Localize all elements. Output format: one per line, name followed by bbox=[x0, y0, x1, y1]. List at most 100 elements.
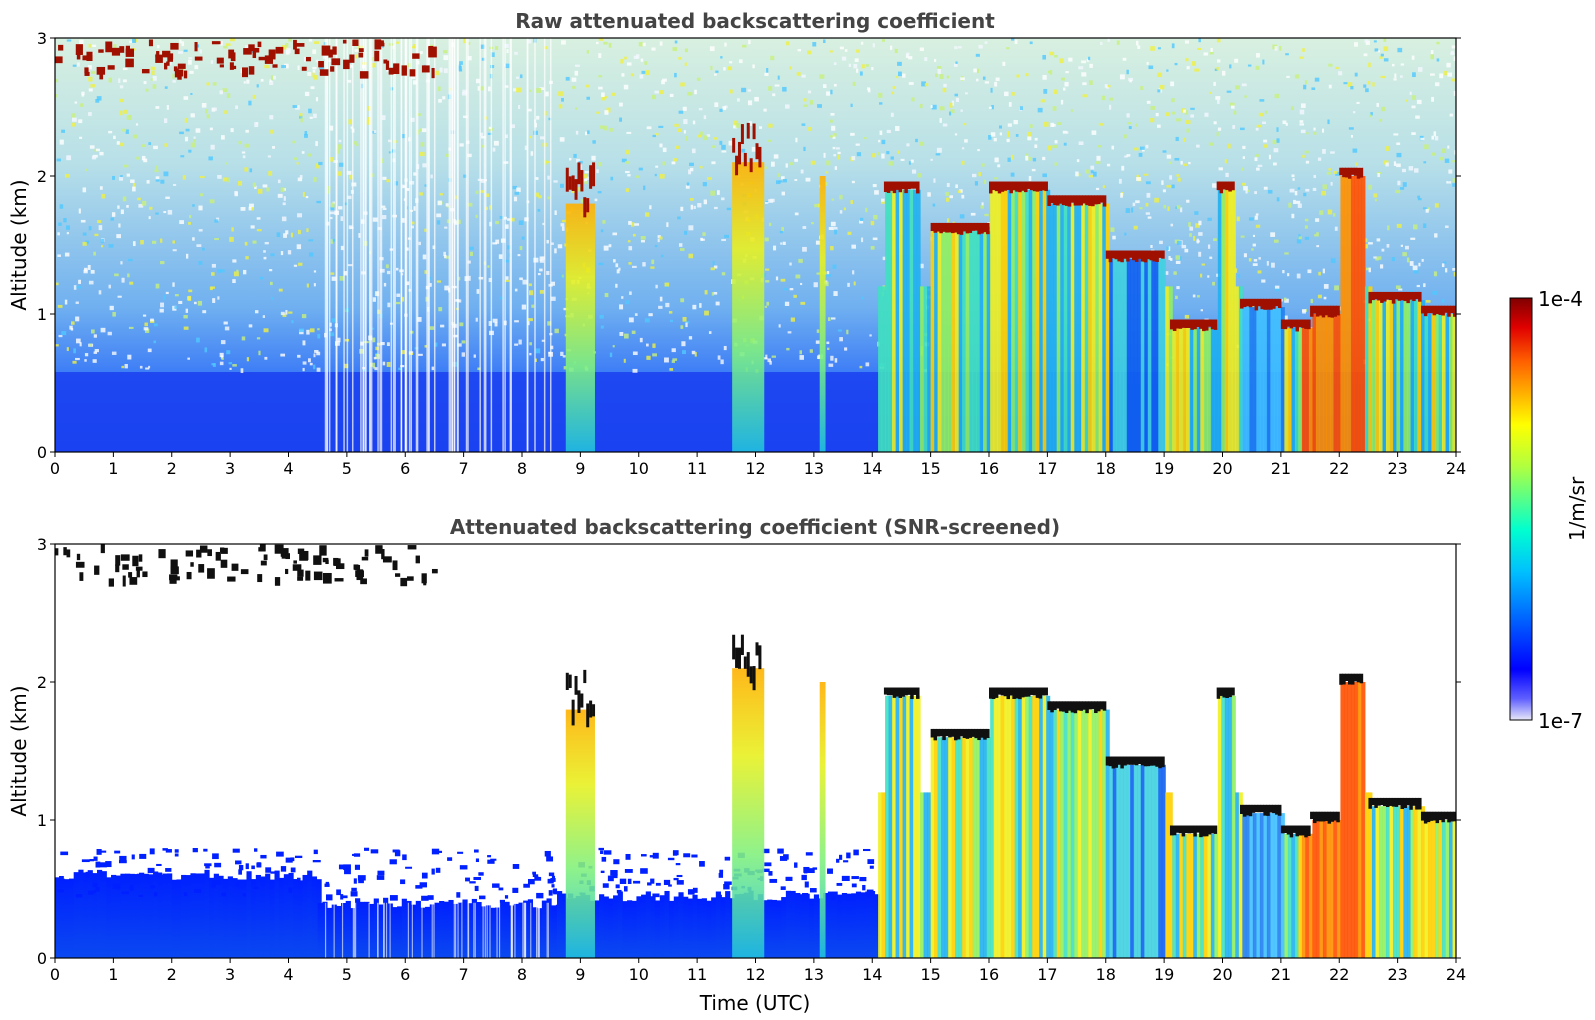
x-tick-label: 22 bbox=[1329, 965, 1349, 984]
noise-pixel bbox=[84, 267, 88, 272]
noise-pixel bbox=[1162, 189, 1166, 193]
cloud-slice bbox=[986, 737, 991, 958]
aerosol-slice bbox=[69, 878, 75, 958]
noise-pixel bbox=[306, 228, 309, 233]
noise-pixel bbox=[437, 86, 441, 92]
noise-pixel bbox=[975, 53, 980, 57]
noise-pixel bbox=[477, 367, 481, 371]
noise-pixel bbox=[528, 290, 534, 296]
noise-pixel bbox=[1179, 207, 1183, 213]
noise-pixel bbox=[1176, 205, 1181, 209]
noise-pixel bbox=[312, 72, 315, 78]
noise-pixel bbox=[126, 205, 129, 208]
noise-pixel bbox=[340, 245, 344, 251]
cirrus-pixel bbox=[318, 61, 324, 68]
cloud-slice bbox=[920, 286, 925, 452]
aerosol-speck bbox=[238, 865, 244, 871]
aerosol-speck bbox=[667, 857, 675, 861]
aerosol-speck bbox=[546, 856, 554, 862]
cloud-slice bbox=[1032, 695, 1037, 958]
noise-pixel bbox=[179, 220, 184, 225]
noise-pixel bbox=[424, 345, 428, 348]
cloud-base-pixel bbox=[1385, 797, 1390, 807]
cloud-slice bbox=[1354, 176, 1359, 452]
cirrus-pixel bbox=[272, 64, 278, 68]
cloud-base-pixel bbox=[1324, 305, 1329, 316]
noise-pixel bbox=[1052, 144, 1057, 149]
cloud-slice bbox=[1378, 300, 1383, 452]
cloud-base-pixel bbox=[1418, 797, 1422, 810]
aerosol-streak bbox=[421, 902, 423, 958]
aerosol-slice bbox=[232, 878, 238, 958]
cloud-slice bbox=[1329, 314, 1334, 452]
noise-pixel bbox=[1175, 260, 1181, 264]
noise-pixel bbox=[248, 206, 252, 211]
aerosol-streak bbox=[383, 902, 385, 958]
noise-pixel bbox=[1031, 168, 1036, 172]
cloud-base-pixel bbox=[1426, 811, 1431, 823]
cloud-slice bbox=[1186, 327, 1191, 452]
noise-pixel bbox=[436, 213, 442, 218]
noise-pixel bbox=[302, 191, 305, 197]
noise-pixel bbox=[674, 40, 678, 44]
noise-pixel bbox=[527, 318, 533, 322]
cloud-base-pixel bbox=[1380, 291, 1384, 303]
cloud-base-pixel bbox=[752, 123, 756, 140]
noise-pixel bbox=[1214, 183, 1218, 188]
aerosol-streak bbox=[538, 902, 540, 958]
aerosol-slice bbox=[185, 875, 191, 958]
aerosol-streak bbox=[536, 902, 538, 958]
noise-pixel bbox=[417, 353, 423, 356]
cloud-base-pixel bbox=[1380, 797, 1384, 806]
aerosol-streak bbox=[530, 902, 532, 958]
cloud-base-pixel bbox=[1213, 319, 1218, 330]
noise-pixel bbox=[386, 179, 391, 183]
aerosol-slice bbox=[827, 891, 834, 958]
cloud-slice bbox=[1214, 833, 1219, 958]
cirrus-pixel bbox=[293, 39, 297, 50]
cirrus-pixel bbox=[240, 569, 249, 575]
noise-pixel bbox=[1441, 298, 1445, 303]
cirrus-pixel bbox=[220, 559, 228, 568]
cloud-base-pixel bbox=[1248, 804, 1253, 817]
noise-pixel bbox=[132, 38, 137, 43]
noise-pixel bbox=[132, 186, 136, 192]
x-tick-label: 24 bbox=[1446, 459, 1466, 478]
noise-pixel bbox=[991, 105, 994, 110]
noise-pixel bbox=[99, 186, 103, 190]
cloud-base-pixel bbox=[1383, 797, 1387, 807]
noise-streak bbox=[362, 38, 364, 452]
cloud-base-pixel bbox=[883, 181, 888, 193]
noise-pixel bbox=[128, 114, 132, 117]
noise-pixel bbox=[628, 246, 633, 251]
aerosol-speck bbox=[194, 874, 200, 878]
cloud-base-pixel bbox=[1388, 291, 1393, 301]
cloud-base-pixel bbox=[1041, 181, 1046, 191]
noise-pixel bbox=[193, 139, 196, 143]
cloud-slice bbox=[1235, 286, 1240, 452]
aerosol-speck bbox=[764, 862, 772, 867]
noise-pixel bbox=[1063, 142, 1067, 146]
cloud-slice bbox=[1147, 258, 1152, 452]
x-tick-label: 12 bbox=[745, 459, 765, 478]
noise-pixel bbox=[546, 239, 549, 244]
noise-pixel bbox=[1150, 117, 1155, 123]
noise-pixel bbox=[1233, 110, 1237, 115]
noise-pixel bbox=[768, 139, 772, 142]
cloud-slice bbox=[1347, 176, 1352, 452]
noise-pixel bbox=[57, 232, 60, 236]
cloud-base-pixel bbox=[965, 728, 970, 739]
cloud-base-pixel bbox=[933, 222, 938, 233]
cloud-base-pixel bbox=[1359, 167, 1364, 178]
noise-pixel bbox=[640, 235, 646, 240]
aerosol-slice bbox=[865, 891, 871, 958]
noise-pixel bbox=[997, 164, 1001, 168]
noise-pixel bbox=[633, 55, 639, 59]
noise-pixel bbox=[1155, 112, 1159, 117]
aerosol-slice bbox=[420, 907, 426, 958]
noise-pixel bbox=[1393, 78, 1397, 81]
cloud-base-pixel bbox=[1082, 701, 1086, 710]
aerosol-speck bbox=[613, 859, 620, 865]
noise-pixel bbox=[561, 98, 564, 102]
noise-pixel bbox=[1354, 72, 1358, 77]
